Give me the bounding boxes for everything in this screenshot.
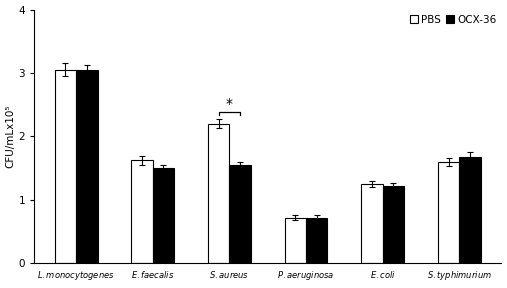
Bar xyxy=(76,70,97,263)
Y-axis label: CFU/mLx10⁵: CFU/mLx10⁵ xyxy=(6,105,16,168)
Bar xyxy=(306,217,328,263)
Bar xyxy=(284,217,306,263)
Bar xyxy=(383,186,404,263)
Bar xyxy=(153,168,174,263)
Legend: PBS, OCX-36: PBS, OCX-36 xyxy=(406,11,500,29)
Bar xyxy=(438,162,459,263)
Bar xyxy=(229,165,251,263)
Bar xyxy=(361,184,383,263)
Bar xyxy=(131,160,153,263)
Bar xyxy=(208,124,229,263)
Bar xyxy=(459,157,481,263)
Text: *: * xyxy=(226,97,233,111)
Bar xyxy=(55,70,76,263)
